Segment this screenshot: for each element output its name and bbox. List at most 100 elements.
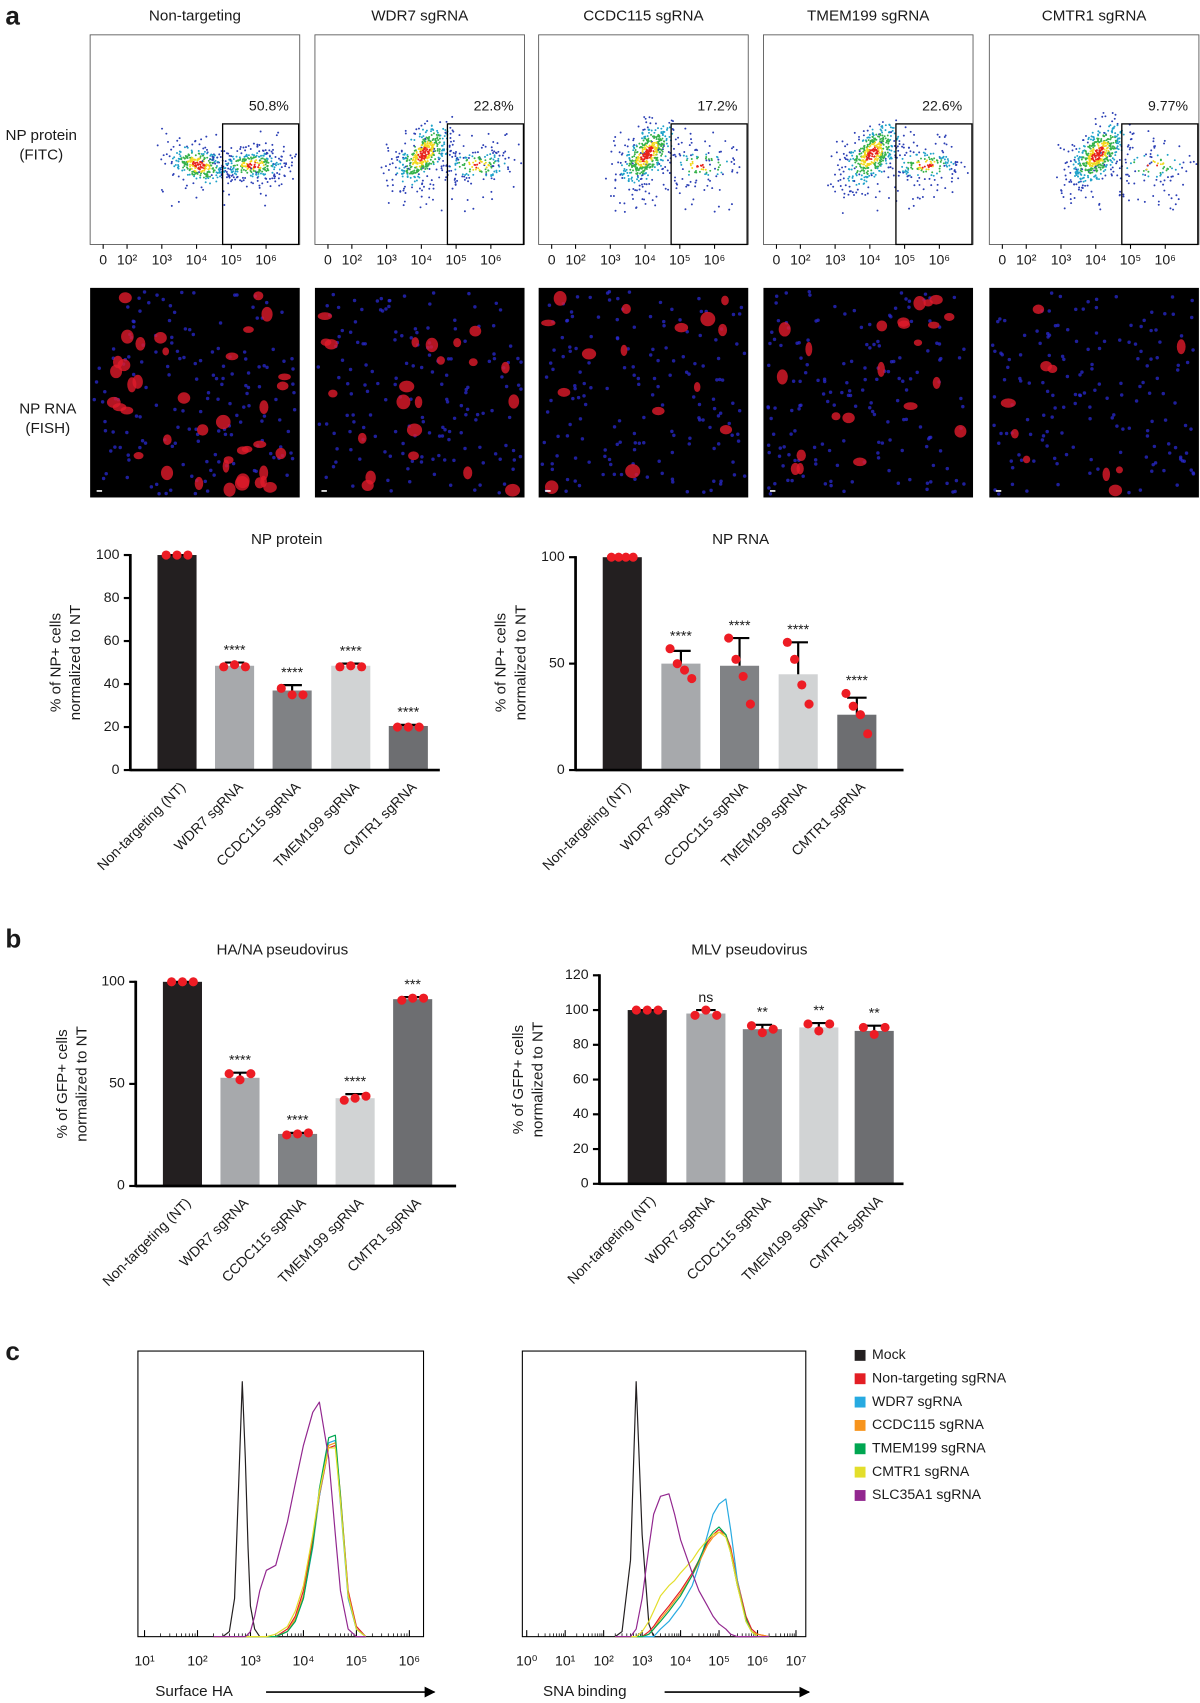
fish-image (989, 287, 1199, 498)
event-dot (657, 169, 660, 172)
event-dot (662, 125, 665, 128)
cell-signal (796, 449, 806, 462)
nucleus (493, 452, 498, 456)
event-dot (266, 165, 269, 168)
event-dot (862, 130, 865, 133)
event-dot (230, 169, 233, 172)
nucleus (578, 370, 582, 374)
x-tick-label: 10⁴ (410, 251, 432, 267)
event-dot (264, 166, 267, 169)
event-dot (1101, 177, 1104, 180)
event-dot (282, 150, 285, 153)
event-dot (449, 137, 452, 139)
event-dot (193, 175, 196, 178)
nucleus (569, 310, 574, 314)
event-dot (1103, 135, 1106, 138)
nucleus (868, 406, 872, 410)
nucleus (687, 372, 691, 376)
event-dot (442, 149, 445, 152)
cell-signal (276, 381, 289, 391)
event-dot (251, 172, 254, 175)
nucleus (842, 489, 846, 494)
event-dot (951, 172, 954, 175)
data-point (346, 661, 356, 671)
nucleus (687, 442, 692, 446)
nucleus (1167, 451, 1172, 455)
event-dot (1188, 154, 1191, 157)
event-dot (887, 146, 890, 149)
nucleus (892, 359, 896, 364)
nucleus (737, 408, 742, 413)
event-dot (1104, 142, 1107, 144)
event-dot (641, 183, 644, 186)
event-dot (907, 168, 910, 171)
event-dot (1156, 162, 1159, 165)
event-dot (211, 153, 214, 156)
plot-frame (314, 34, 525, 245)
event-dot (649, 154, 652, 157)
event-dot (433, 154, 436, 157)
event-dot (1112, 127, 1115, 130)
event-dot (259, 159, 261, 162)
event-dot (430, 179, 433, 182)
event-dot (1064, 162, 1067, 165)
event-dot (395, 173, 398, 176)
cell-signal (721, 295, 729, 306)
event-dot (1089, 152, 1092, 155)
event-dot (685, 159, 688, 162)
event-dot (680, 141, 683, 144)
event-dot (866, 170, 869, 173)
nucleus (662, 324, 666, 328)
event-dot (494, 159, 497, 162)
event-dot (239, 146, 242, 149)
event-dot (947, 159, 950, 162)
nucleus (473, 488, 477, 492)
event-dot (1082, 139, 1085, 142)
event-dot (848, 190, 851, 193)
event-dot (1145, 153, 1148, 156)
event-dot (231, 173, 234, 176)
event-dot (235, 155, 238, 158)
event-dot (468, 176, 471, 179)
significance-label: **** (340, 642, 362, 658)
y-tick-label: 50 (549, 654, 565, 670)
event-dot (458, 134, 461, 137)
nucleus (92, 397, 96, 402)
event-dot (880, 160, 883, 163)
event-dot (417, 158, 420, 161)
nucleus (518, 454, 523, 459)
event-dot (887, 138, 890, 141)
nucleus (404, 361, 409, 366)
nucleus (580, 437, 585, 441)
event-dot (895, 119, 898, 122)
cell-signal (357, 432, 367, 444)
event-dot (399, 161, 402, 164)
event-dot (952, 162, 955, 165)
event-dot (433, 143, 436, 146)
nucleus (180, 290, 184, 295)
event-dot (220, 171, 222, 174)
nucleus (264, 300, 269, 305)
event-dot (259, 169, 262, 172)
event-dot (414, 158, 417, 161)
chart-title: NP RNA (712, 531, 770, 548)
nucleus (193, 491, 198, 496)
nucleus (860, 388, 865, 392)
event-dot (909, 150, 912, 153)
nucleus (816, 318, 820, 322)
nucleus (494, 301, 499, 306)
histogram-line (614, 1381, 770, 1638)
event-dot (870, 169, 873, 172)
event-dot (277, 163, 280, 166)
event-dot (1150, 161, 1153, 164)
nucleus (807, 290, 812, 294)
nucleus (131, 325, 136, 329)
event-dot (651, 160, 654, 163)
event-dot (875, 144, 878, 147)
event-dot (1089, 163, 1092, 166)
event-dot (862, 163, 865, 166)
event-dot (1102, 144, 1105, 147)
nucleus (650, 393, 655, 397)
event-dot (913, 133, 916, 136)
event-dot (885, 162, 888, 165)
